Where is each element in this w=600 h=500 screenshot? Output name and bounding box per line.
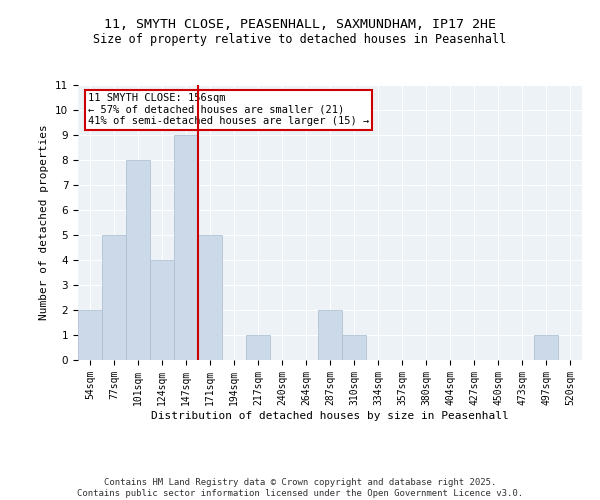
Bar xyxy=(174,135,198,360)
Bar xyxy=(342,335,366,360)
Bar xyxy=(78,310,102,360)
Bar xyxy=(126,160,150,360)
Text: 11, SMYTH CLOSE, PEASENHALL, SAXMUNDHAM, IP17 2HE: 11, SMYTH CLOSE, PEASENHALL, SAXMUNDHAM,… xyxy=(104,18,496,30)
Bar xyxy=(198,235,222,360)
Text: Size of property relative to detached houses in Peasenhall: Size of property relative to detached ho… xyxy=(94,32,506,46)
Bar xyxy=(246,335,270,360)
Text: Contains HM Land Registry data © Crown copyright and database right 2025.
Contai: Contains HM Land Registry data © Crown c… xyxy=(77,478,523,498)
Bar xyxy=(150,260,174,360)
Bar xyxy=(318,310,342,360)
X-axis label: Distribution of detached houses by size in Peasenhall: Distribution of detached houses by size … xyxy=(151,410,509,420)
Y-axis label: Number of detached properties: Number of detached properties xyxy=(40,124,49,320)
Bar xyxy=(102,235,126,360)
Bar xyxy=(534,335,558,360)
Text: 11 SMYTH CLOSE: 156sqm
← 57% of detached houses are smaller (21)
41% of semi-det: 11 SMYTH CLOSE: 156sqm ← 57% of detached… xyxy=(88,93,370,126)
